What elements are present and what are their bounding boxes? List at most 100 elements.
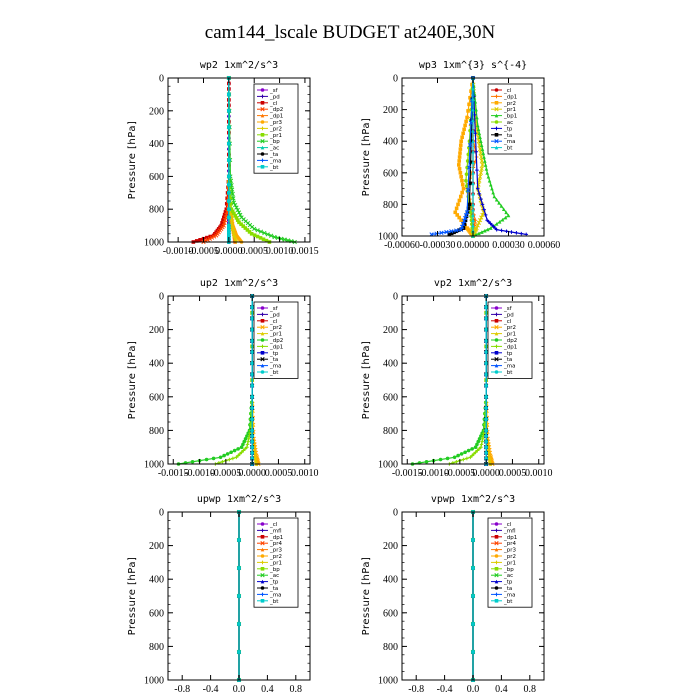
data-point [265,232,270,237]
x-tick-label: 0.0000 [238,468,266,479]
x-tick-label: 0.0000 [472,468,500,479]
data-point [214,233,219,238]
y-tick-label: 0 [159,508,164,519]
panel-title: upwp 1xm^2/s^3 [197,494,281,505]
legend-label: _pr1 [269,332,282,338]
legend-label: _ma [269,592,281,598]
data-point [468,160,473,165]
y-axis-label: Pressure [hPa] [361,557,372,636]
data-point [452,455,457,460]
y-axis-label: Pressure [hPa] [127,121,138,200]
data-point [459,218,463,222]
data-point [477,131,482,136]
x-tick-label: 0.0010 [266,246,294,257]
data-point [462,222,467,226]
legend-marker [494,573,499,578]
data-point [468,455,473,460]
data-point [461,218,467,224]
legend: _sf_pd_cl_pr2_pr1_dp2_dp1_tp_ta_ma_bt [253,301,299,379]
data-point [476,439,481,444]
data-point [231,200,237,205]
data-point [211,456,216,461]
data-point [471,650,475,654]
legend-marker [494,370,499,374]
panel-title: vp2 1xm^2/s^3 [434,278,512,289]
data-point [481,151,486,155]
data-point [227,191,231,195]
data-point [484,383,488,388]
legend-label: _tp [503,351,513,357]
legend-label: _pr3 [503,548,517,554]
data-point [239,222,243,227]
x-tick-label: -0.4 [203,684,219,695]
legend-label: _dp1 [503,535,517,541]
data-point [460,135,464,140]
legend-marker [494,522,499,526]
data-point [494,222,499,226]
data-point [220,459,225,464]
legend-marker [494,325,499,330]
legend-marker [494,88,499,92]
legend-marker [260,528,265,533]
data-point [469,139,474,143]
data-point [227,199,231,203]
data-point [220,221,224,225]
data-point [227,185,232,190]
data-point [447,232,452,237]
data-point [218,455,223,460]
data-point [470,118,474,122]
data-point [471,192,475,196]
data-point [482,155,486,159]
legend: _sf_pd_cl_pr2_pr1_dp2_dp1_tp_ta_ma_bt [487,301,533,379]
y-tick-label: 600 [383,608,398,619]
data-point [224,207,229,211]
legend-marker [494,541,499,546]
legend-marker [494,139,499,144]
data-point [477,174,483,179]
x-tick-label: 0.0 [467,684,480,695]
data-point [503,215,508,220]
data-point [241,224,246,228]
legend-marker [260,331,265,336]
y-tick-label: 0 [159,292,164,303]
legend-marker [260,351,265,355]
data-point [233,213,237,218]
data-point [468,181,472,186]
data-point [461,457,466,462]
series-group [410,293,495,467]
legend-label: _ta [269,586,278,592]
legend-label: _bp [269,567,280,573]
data-point [463,123,467,128]
x-tick-label: 0.0000 [215,246,243,257]
legend: _cl_mfl_dp1_pr4_pr3_pr2_pr1_bp_ac_tp_ta_… [487,517,533,608]
data-point [194,239,199,243]
data-point [227,223,231,228]
legend-marker [494,312,499,317]
y-axis-label: Pressure [hPa] [361,118,372,197]
legend-label: _mfl [503,528,516,534]
legend-label: _pr2 [503,325,516,331]
legend-label: _dp1 [269,535,283,541]
y-tick-label: 800 [383,642,398,653]
legend-marker [494,592,499,597]
data-point [462,127,466,132]
y-tick-label: 400 [149,139,164,150]
data-point [237,538,241,542]
data-point [237,650,241,654]
data-point [484,167,489,171]
legend-label: _sf [269,306,279,312]
data-point [250,439,254,444]
legend-marker [260,541,265,546]
x-tick-label: 0.0010 [525,468,553,479]
legend-label: _pd [503,312,514,318]
data-point [470,447,474,451]
data-point [462,215,468,221]
data-point [499,204,504,208]
data-point [460,190,464,195]
x-tick-label: 0.8 [524,684,537,695]
legend-marker [260,338,265,342]
legend-marker [260,312,265,317]
y-tick-label: 0 [393,292,398,303]
data-point [238,212,243,218]
data-point [250,305,254,310]
